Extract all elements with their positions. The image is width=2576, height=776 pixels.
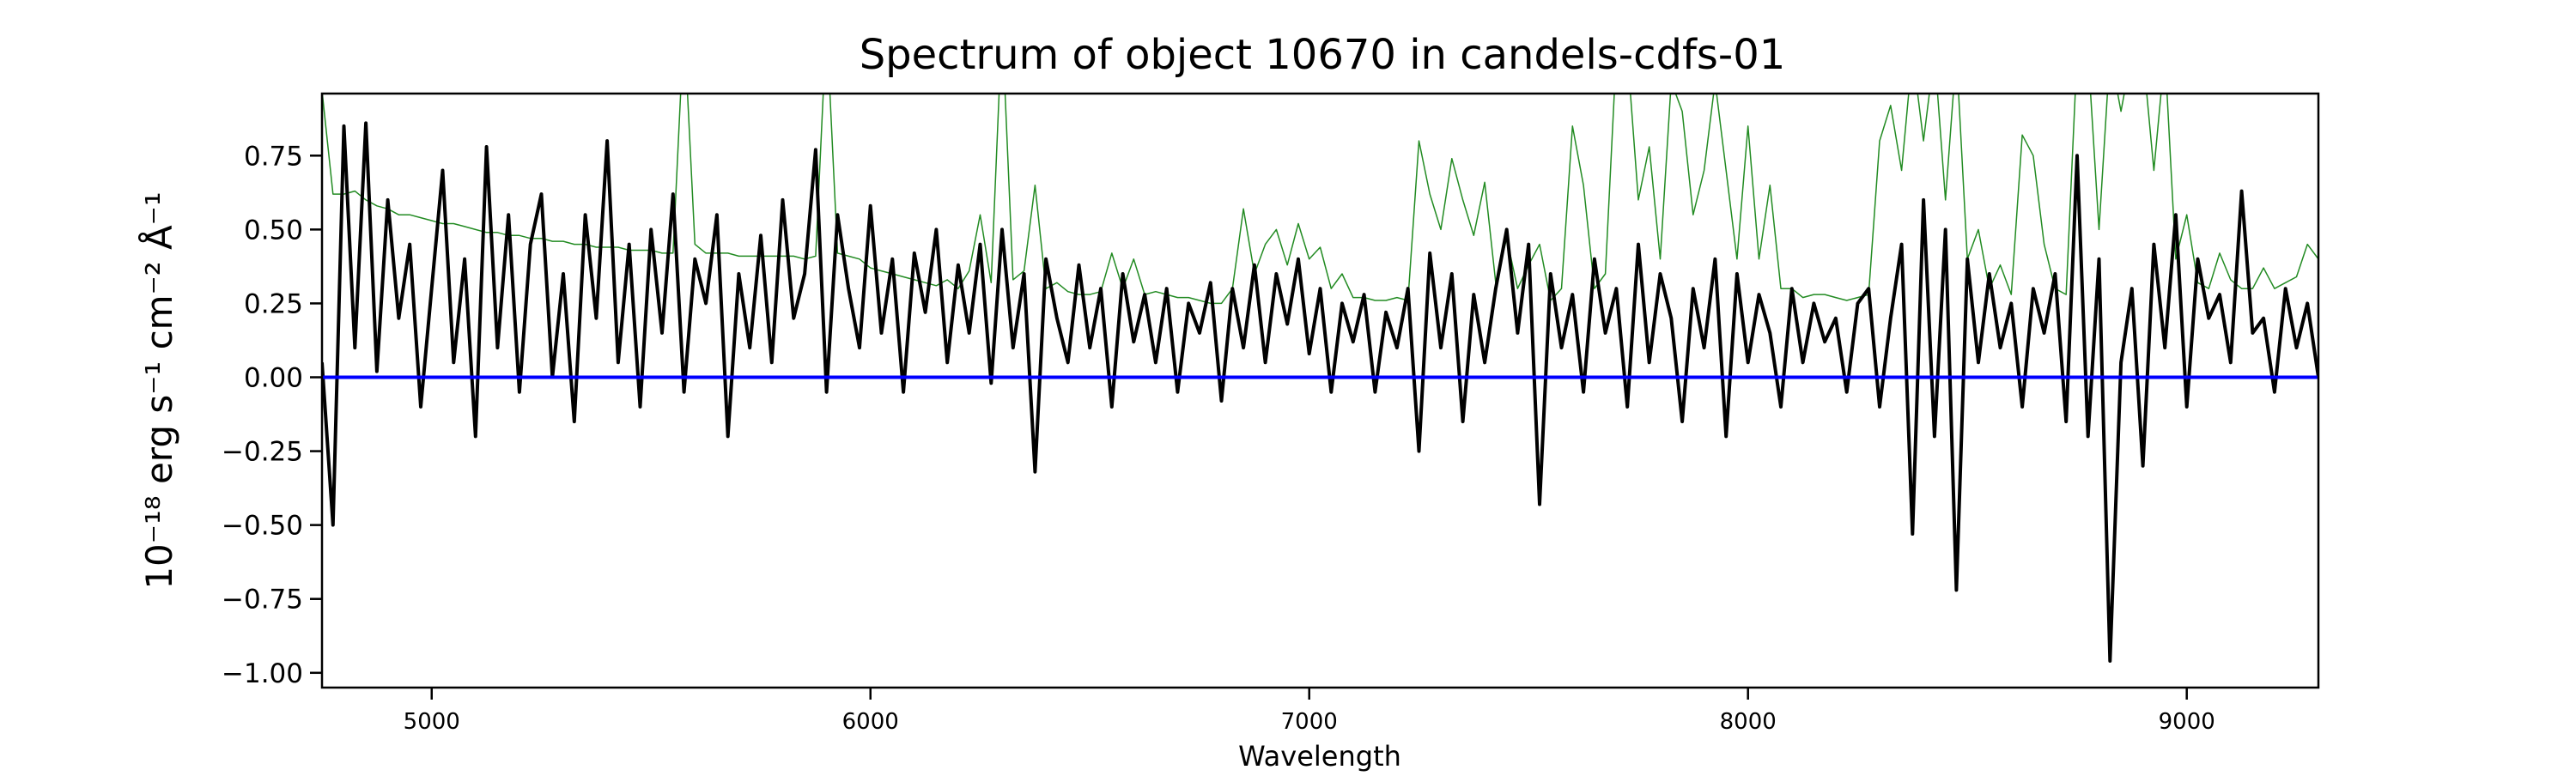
series-flux-line <box>322 121 2318 663</box>
y-tick-label: 0.00 <box>244 363 303 394</box>
y-tick-label: −0.75 <box>222 585 303 615</box>
x-tick-label: 5000 <box>404 709 460 735</box>
x-tick-label: 6000 <box>842 709 899 735</box>
y-tick-label: 0.25 <box>244 288 303 319</box>
x-tick-label: 8000 <box>1720 709 1777 735</box>
chart-title: Spectrum of object 10670 in candels-cdfs… <box>860 31 1786 79</box>
y-axis-label: 10⁻¹⁸ erg s⁻¹ cm⁻² Å⁻¹ <box>137 191 180 589</box>
y-tick-label: 0.50 <box>244 215 303 246</box>
y-tick-label: −0.50 <box>222 511 303 542</box>
y-tick-label: 0.75 <box>244 141 303 172</box>
x-tick-label: 9000 <box>2159 709 2215 735</box>
x-axis-label: Wavelength <box>1238 740 1401 773</box>
axes-frame <box>320 92 2320 689</box>
x-axis: 5000 6000 7000 8000 9000 <box>404 688 2215 735</box>
y-tick-label: −1.00 <box>222 658 303 689</box>
plot-area <box>320 92 2320 689</box>
x-tick-label: 7000 <box>1281 709 1338 735</box>
y-axis: −1.00 −0.75 −0.50 −0.25 0.00 0.25 0.50 0.75 <box>222 141 322 689</box>
y-tick-label: −0.25 <box>222 437 303 468</box>
